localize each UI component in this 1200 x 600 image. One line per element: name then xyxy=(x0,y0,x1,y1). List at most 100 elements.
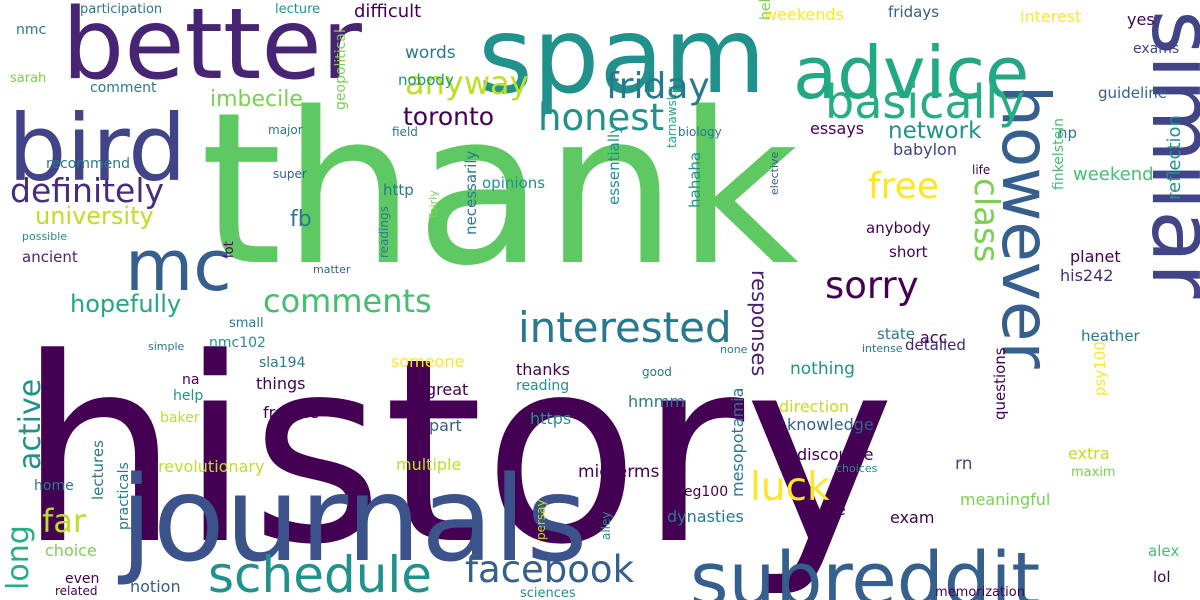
word-imbecile: imbecile xyxy=(210,87,303,112)
word-long: long xyxy=(1,525,36,590)
word-someone: someone xyxy=(391,352,464,371)
word-difficult: difficult xyxy=(354,1,421,22)
word-anyway: anyway xyxy=(405,64,529,102)
word-essays: essays xyxy=(810,119,864,138)
word-lectures: lectures xyxy=(89,440,107,500)
word-persay: persay xyxy=(534,499,548,540)
word-definitely: definitely xyxy=(10,171,164,210)
word-great: great xyxy=(426,380,468,399)
word-recommend: recommend xyxy=(46,156,130,172)
word-schedule: schedule xyxy=(208,546,432,600)
word-things: things xyxy=(256,374,306,393)
word-acc: acc xyxy=(920,328,947,347)
word-none: none xyxy=(720,343,748,356)
word-dynasties: dynasties xyxy=(667,507,744,526)
word-nmc: nmc xyxy=(16,22,46,38)
word-memorization: memorization xyxy=(935,585,1025,600)
word-babylon: babylon xyxy=(893,140,957,159)
word-lecture: lecture xyxy=(275,2,320,17)
word-network: network xyxy=(888,118,982,144)
word-advice: advice xyxy=(793,31,1029,115)
word-small: small xyxy=(229,316,264,331)
word-journals: journals xyxy=(117,450,588,588)
word-helpful: helpful xyxy=(758,0,774,20)
word-basically: basically xyxy=(825,75,1025,129)
word-field: field xyxy=(392,125,418,139)
word-major: major xyxy=(268,123,303,137)
word-psy100: psy100 xyxy=(1091,341,1109,396)
word-spam: spam xyxy=(478,0,766,117)
word-history: history xyxy=(18,304,895,600)
word-life: life xyxy=(972,163,990,177)
word-related: related xyxy=(55,584,97,598)
word-biology: biology xyxy=(678,125,722,139)
word-revolutionary: revolutionary xyxy=(158,457,264,476)
word-exams: exams xyxy=(1133,41,1179,57)
word-yes: yes xyxy=(1127,10,1155,29)
word-sorry: sorry xyxy=(825,264,919,307)
word-even: even xyxy=(65,571,99,587)
word-nothing: nothing xyxy=(790,359,855,379)
word-free: free xyxy=(868,166,939,207)
word-facebook: facebook xyxy=(465,548,635,591)
word-notion: notion xyxy=(130,577,181,596)
word-choices: choices xyxy=(836,462,878,475)
word-simple: simple xyxy=(148,340,185,353)
word-fairly: fairly xyxy=(427,190,440,218)
word-words: words xyxy=(405,43,456,63)
word-https: https xyxy=(530,409,571,428)
word-honest: honest xyxy=(538,96,664,139)
word-type: type xyxy=(810,500,846,519)
word-choice: choice xyxy=(45,541,97,560)
word-meaningful: meaningful xyxy=(960,490,1050,509)
word-multiple: multiple xyxy=(396,455,461,474)
word-possible: possible xyxy=(22,230,67,243)
word-participation: participation xyxy=(80,2,162,17)
word-home: home xyxy=(34,478,74,494)
word-alex: alex xyxy=(1148,542,1179,560)
word-better: better xyxy=(62,0,363,102)
word-active: active xyxy=(13,379,48,470)
word-intense: intense xyxy=(862,342,903,355)
word-state: state xyxy=(877,325,915,343)
word-comments: comments xyxy=(263,282,432,320)
word-direction: direction xyxy=(779,397,849,416)
word-fridays: fridays xyxy=(888,3,939,21)
word-elective: elective xyxy=(768,151,781,195)
word-short: short xyxy=(889,243,928,261)
word-essentially: essentially xyxy=(605,125,623,205)
word-maxim: maxim xyxy=(1071,465,1116,480)
word-far: far xyxy=(42,502,87,540)
word-sciences: sciences xyxy=(520,586,576,600)
word-opinions: opinions xyxy=(482,174,545,192)
word-rn: rn xyxy=(955,454,972,474)
word-freebie: freebie xyxy=(263,403,319,422)
word-interest: interest xyxy=(1020,7,1081,26)
word-np: np xyxy=(1058,124,1077,142)
word-thank: thank xyxy=(200,67,799,312)
word-midterms: midterms xyxy=(578,462,659,482)
word-toronto: toronto xyxy=(403,102,494,131)
word-comment: comment xyxy=(90,80,157,96)
word-luck: luck xyxy=(750,465,830,510)
word-weekend: weekend xyxy=(1073,164,1154,185)
word-matter: matter xyxy=(313,263,351,276)
word-nmc102: nmc102 xyxy=(209,335,266,351)
word-exam: exam xyxy=(890,508,934,527)
word-reflection: reflection xyxy=(1164,115,1185,200)
word-part: part xyxy=(429,416,462,435)
word-university: university xyxy=(35,202,154,230)
word-similar: similar xyxy=(1132,10,1200,299)
word-mc: mc xyxy=(125,225,232,307)
word-bird: bird xyxy=(8,95,187,202)
word-guideline: guideline xyxy=(1098,84,1167,102)
word-ancient: ancient xyxy=(22,248,78,266)
word-friday: friday xyxy=(606,66,710,107)
word-lol: lol xyxy=(1153,568,1171,586)
word-lot: lot xyxy=(222,241,237,258)
word-baker: baker xyxy=(160,410,200,426)
word-hopefully: hopefully xyxy=(70,290,181,318)
word-heather: heather xyxy=(1081,327,1141,345)
